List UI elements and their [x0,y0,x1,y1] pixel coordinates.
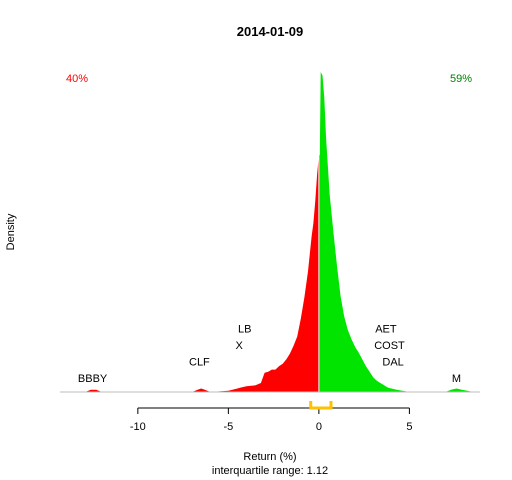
x-axis-ticks: -10 -5 0 5 [130,408,412,433]
y-axis-label: Density [5,213,17,250]
annotation-aet: AET [375,324,397,336]
negative-density-area [65,155,319,392]
positive-percent-label: 59% [450,73,472,85]
annotation-labels: BBBY CLF X LB DAL COST AET M [78,324,461,386]
annotation-dal: DAL [382,357,403,369]
iqr-bracket-path [309,401,333,410]
positive-density-area [318,72,473,392]
annotation-lb: LB [238,324,251,336]
x-tick-label: -5 [223,421,233,433]
annotation-x: X [236,340,244,352]
x-axis-label: Return (%) [243,451,296,463]
negative-percent-label: 40% [66,73,88,85]
annotation-cost: COST [374,340,405,352]
x-tick-label: -10 [130,421,146,433]
annotation-bbby: BBBY [78,373,108,385]
chart-title: 2014-01-09 [237,24,304,39]
x-tick-label: 0 [316,421,322,433]
density-areas [60,72,480,393]
annotation-clf: CLF [189,357,210,369]
iqr-bracket [309,401,333,410]
annotation-m: M [452,373,461,385]
x-tick-label: 5 [406,421,412,433]
iqr-caption: interquartile range: 1.12 [212,465,328,477]
